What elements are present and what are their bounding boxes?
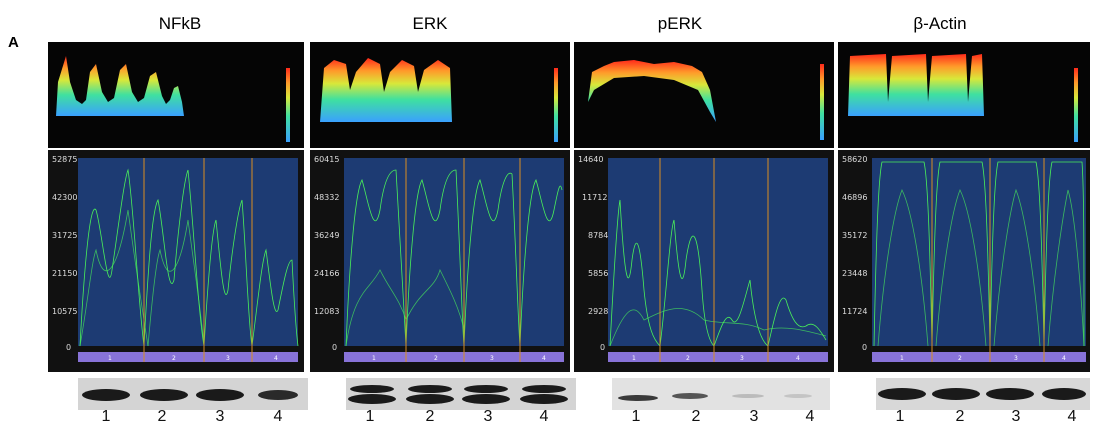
column-title-erk: ERK (412, 14, 448, 33)
lane-label: 1 (631, 408, 641, 425)
lane-number: 4 (796, 355, 800, 362)
lane-label: 4 (273, 408, 283, 425)
lane-number: 2 (686, 355, 690, 362)
lane-number: 3 (490, 355, 494, 362)
densitometry-plot-beta-actin: 58620 46896 35172 23448 11724 0 1 2 3 4 (838, 150, 1090, 372)
y-tick: 8784 (588, 231, 608, 240)
lane-label: 1 (895, 408, 905, 425)
y-tick: 48332 (314, 193, 339, 202)
blot-strip-nfkb (78, 378, 308, 410)
y-tick: 0 (600, 343, 605, 352)
panel-letter: A (8, 34, 19, 51)
lane-number: 4 (542, 355, 546, 362)
lane-number: 1 (632, 355, 636, 362)
y-tick: 31725 (52, 231, 77, 240)
densitometry-plot-erk: 60415 48332 36249 24166 12083 0 1 2 3 4 (310, 150, 570, 372)
surface-plot-erk (310, 42, 570, 148)
y-tick: 0 (862, 343, 867, 352)
lane-label: 1 (365, 408, 375, 425)
lane-number: 1 (372, 355, 376, 362)
y-tick: 5856 (588, 269, 608, 278)
y-tick: 58620 (842, 155, 867, 164)
y-tick: 60415 (314, 155, 339, 164)
y-tick: 35172 (842, 231, 867, 240)
lane-label: 4 (805, 408, 815, 425)
blot-strip-erk (346, 378, 576, 410)
y-tick: 11712 (582, 193, 607, 202)
column-title-beta-actin: β-Actin (913, 14, 967, 33)
blot-strip-perk (612, 378, 830, 410)
lane-label: 4 (539, 408, 549, 425)
y-tick: 46896 (842, 193, 867, 202)
y-tick: 14640 (578, 155, 603, 164)
lane-number: 1 (108, 355, 112, 362)
y-tick: 42300 (52, 193, 77, 202)
blot-strip-beta-actin (876, 378, 1090, 410)
surface-plot-perk (574, 42, 834, 148)
y-tick: 23448 (842, 269, 867, 278)
densitometry-plot-perk: 14640 11712 8784 5856 2928 0 1 2 3 4 (574, 150, 834, 372)
y-tick: 21150 (52, 269, 77, 278)
y-tick: 0 (66, 343, 71, 352)
y-tick: 0 (332, 343, 337, 352)
y-tick: 36249 (314, 231, 339, 240)
y-tick: 12083 (314, 307, 339, 316)
lane-label: 3 (1011, 408, 1021, 425)
lane-number: 2 (172, 355, 176, 362)
surface-plot-nfkb (48, 42, 304, 148)
lane-number: 3 (1014, 355, 1018, 362)
y-tick: 11724 (842, 307, 867, 316)
lane-number: 3 (226, 355, 230, 362)
lane-number: 4 (1062, 355, 1066, 362)
lane-number: 2 (958, 355, 962, 362)
surface-plot-beta-actin (838, 42, 1090, 148)
y-tick: 2928 (588, 307, 608, 316)
y-tick: 10575 (52, 307, 77, 316)
lane-label: 3 (215, 408, 225, 425)
lane-label: 2 (157, 408, 167, 425)
densitometry-plot-nfkb: 52875 42300 31725 21150 10575 0 1 2 3 4 (48, 150, 304, 372)
y-tick: 52875 (52, 155, 77, 164)
y-tick: 24166 (314, 269, 339, 278)
column-title-nfkb: NFkB (158, 14, 202, 33)
lane-label: 2 (691, 408, 701, 425)
lane-label: 3 (749, 408, 759, 425)
lane-number: 3 (740, 355, 744, 362)
lane-label: 4 (1067, 408, 1077, 425)
lane-number: 4 (274, 355, 278, 362)
lane-label: 1 (101, 408, 111, 425)
lane-label: 3 (483, 408, 493, 425)
column-title-perk: pERK (657, 14, 703, 33)
lane-label: 2 (425, 408, 435, 425)
lane-number: 1 (900, 355, 904, 362)
lane-number: 2 (434, 355, 438, 362)
lane-label: 2 (955, 408, 965, 425)
